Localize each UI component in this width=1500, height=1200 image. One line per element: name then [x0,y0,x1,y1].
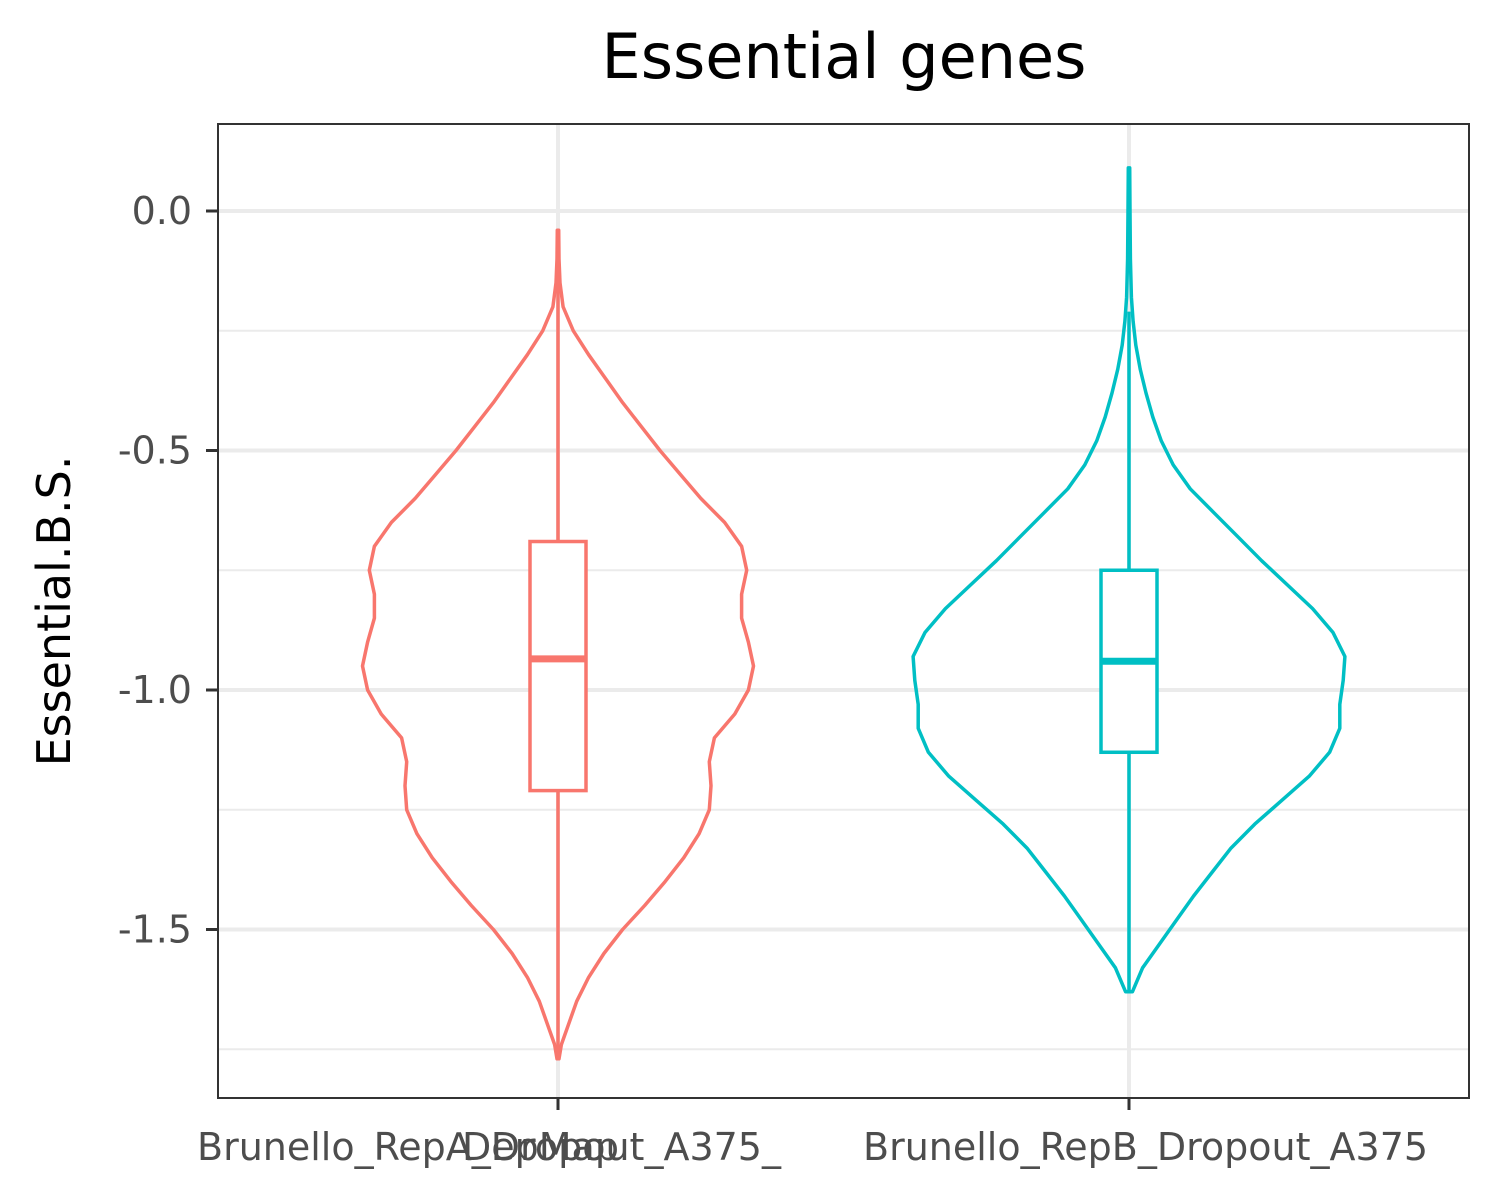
violin-group-0 [360,228,756,1061]
x-tick-label-1: DepMap [462,1125,619,1169]
axes: 0.0 -0.5 -1.0 -1.5 Brunello_RepA_Dropout_A37… [118,189,1428,1169]
x-tick-label-2: Brunello_RepB_Dropout_A375 [863,1125,1428,1169]
violin-group-1 [911,166,1347,994]
plot-area [360,166,1347,1061]
y-axis-label: Essential.B.S. [27,456,81,767]
x-tick-label-0: Brunello_RepA_Dropout_A375_ [197,1125,782,1169]
y-tick-label-0: 0.0 [132,189,192,233]
y-tick-label-3: -1.5 [118,908,192,952]
chart-title: Essential genes [602,20,1087,93]
y-tick-label-2: -1.0 [118,668,192,712]
y-tick-label-1: -0.5 [118,429,192,473]
grid-lines [218,124,1469,1098]
violin-outline [911,166,1347,994]
iqr-box [528,539,588,793]
panel-border [217,123,1470,1099]
